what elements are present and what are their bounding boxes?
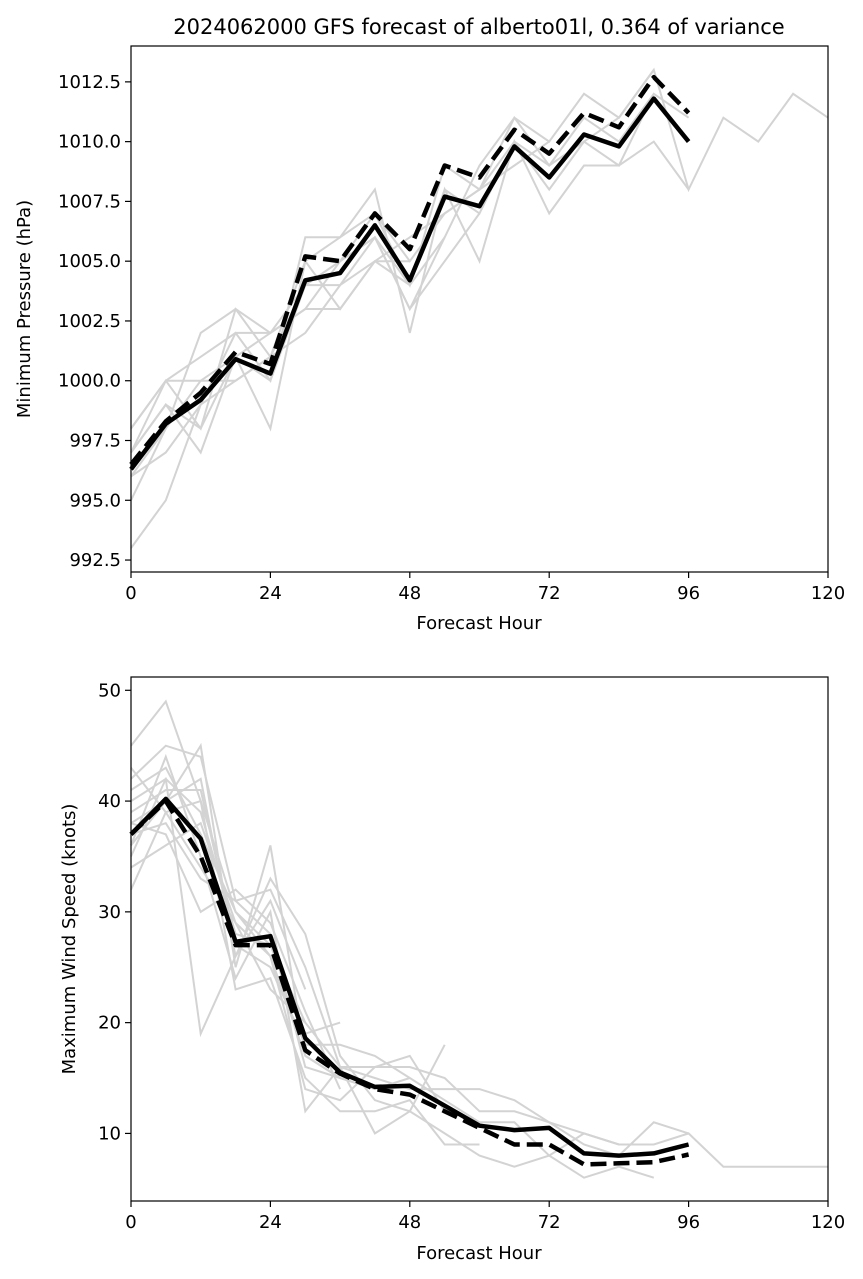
wind-y-axis-label: Maximum Wind Speed (knots) xyxy=(59,804,80,1075)
pressure-y-tick-label: 997.5 xyxy=(69,431,121,452)
wind-x-tick-label: 24 xyxy=(259,1212,282,1233)
wind-plot-frame xyxy=(130,676,829,1202)
wind-x-tick-label: 120 xyxy=(811,1212,845,1233)
wind-ensemble-line-5 xyxy=(130,821,446,1112)
wind-x-tick-label: 96 xyxy=(677,1212,700,1233)
wind-main-lines xyxy=(129,796,690,1167)
wind-ensemble-line-6 xyxy=(130,799,480,1146)
wind-ensemble-line-10 xyxy=(130,766,341,1079)
pressure-y-tick-label: 1010.0 xyxy=(58,132,121,153)
pressure-y-ticks: 992.5 995.0 997.5 1000.0 1002.5 1005.0 1007.5 1… xyxy=(58,72,131,571)
pressure-mean-line xyxy=(129,96,691,471)
wind-x-axis-label: Forecast Hour xyxy=(416,1243,542,1264)
wind-y-tick-label: 10 xyxy=(98,1123,121,1144)
pressure-x-tick-label: 96 xyxy=(677,583,700,604)
pressure-x-tick-label: 120 xyxy=(811,583,845,604)
wind-y-tick-label: 30 xyxy=(98,902,121,923)
wind-mean-line xyxy=(129,796,690,1158)
pressure-ensemble-line-2 xyxy=(130,138,690,477)
pressure-median-line xyxy=(129,74,691,466)
pressure-plot-frame xyxy=(130,45,829,573)
wind-x-tick-label: 72 xyxy=(538,1212,561,1233)
pressure-x-tick-label: 72 xyxy=(538,583,561,604)
pressure-main-lines xyxy=(129,74,691,471)
pressure-ensemble-line-7 xyxy=(130,236,446,430)
pressure-x-axis-label: Forecast Hour xyxy=(416,613,542,634)
pressure-x-tick-label: 0 xyxy=(125,583,136,604)
pressure-panel: 0 24 48 72 96 120 992.5 995.0 997.5 1000.0 1002.5… xyxy=(14,45,845,634)
wind-y-tick-label: 50 xyxy=(98,680,121,701)
wind-x-ticks: 0 24 48 72 96 120 xyxy=(125,1201,845,1233)
pressure-y-tick-label: 995.0 xyxy=(69,490,121,511)
pressure-y-tick-label: 1002.5 xyxy=(58,311,121,332)
pressure-y-axis-label: Minimum Pressure (hPa) xyxy=(14,200,35,418)
pressure-y-tick-label: 1012.5 xyxy=(58,72,121,93)
pressure-y-tick-label: 1000.0 xyxy=(58,371,121,392)
wind-x-tick-label: 48 xyxy=(398,1212,421,1233)
wind-y-ticks: 10 20 30 40 50 xyxy=(98,680,131,1144)
wind-x-tick-label: 0 xyxy=(125,1212,136,1233)
wind-ensemble-line-1 xyxy=(130,744,689,1157)
wind-ensemble-line-3 xyxy=(130,777,620,1168)
wind-panel: 0 24 48 72 96 120 10 20 30 40 50 Forecast Hour Ma… xyxy=(59,676,845,1264)
pressure-x-tick-label: 24 xyxy=(259,583,282,604)
chart-title: 2024062000 GFS forecast of alberto01l, 0… xyxy=(173,15,784,39)
pressure-y-tick-label: 1005.0 xyxy=(58,251,121,272)
wind-y-tick-label: 20 xyxy=(98,1013,121,1034)
pressure-x-tick-label: 48 xyxy=(398,583,421,604)
wind-median-line xyxy=(129,798,690,1167)
wind-ensemble-line-11 xyxy=(130,822,342,1090)
wind-y-tick-label: 40 xyxy=(98,791,121,812)
pressure-y-tick-label: 1007.5 xyxy=(58,191,121,212)
pressure-x-ticks: 0 24 48 72 96 120 xyxy=(125,572,845,604)
wind-ensemble-line-2 xyxy=(130,742,655,1179)
pressure-y-tick-label: 992.5 xyxy=(69,550,121,571)
